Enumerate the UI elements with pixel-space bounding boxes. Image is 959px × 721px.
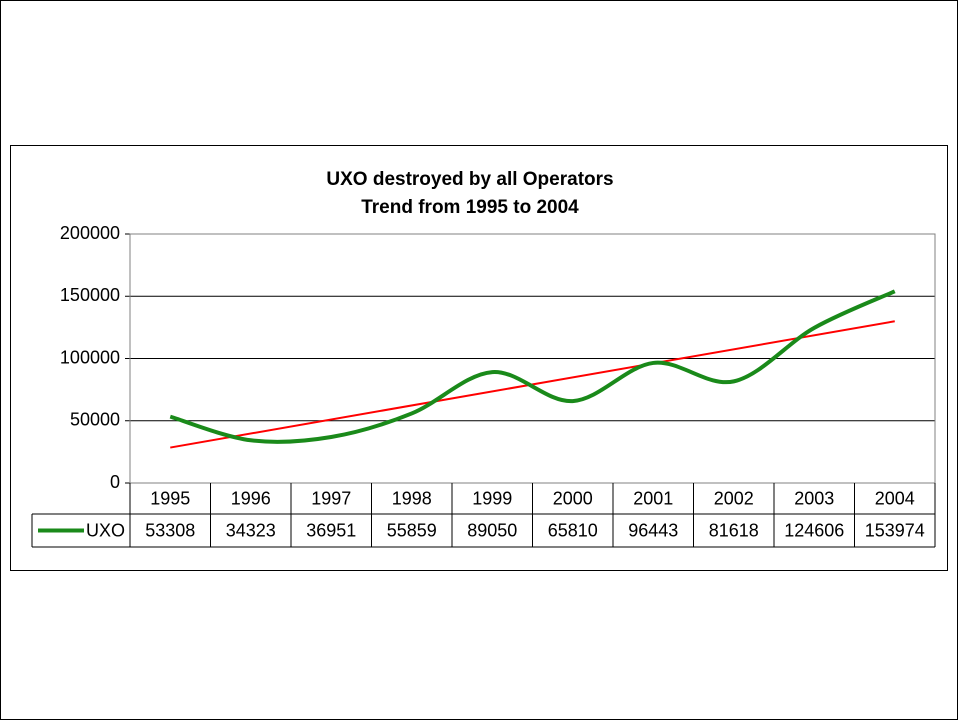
table-value: 65810 [548,520,598,540]
x-tick-label: 2003 [794,488,834,508]
table-value: 153974 [865,520,925,540]
x-tick-label: 2002 [714,488,754,508]
table-value: 36951 [306,520,356,540]
series-line [169,289,896,444]
chart-subtitle: Trend from 1995 to 2004 [361,197,579,218]
table-value: 89050 [467,520,517,540]
table-value: 34323 [226,520,276,540]
x-tick-label: 1997 [311,488,351,508]
x-tick-label: 2000 [553,488,593,508]
x-tick-label: 2004 [875,488,915,508]
y-tick-label: 150000 [60,285,120,305]
table-value: 124606 [784,520,844,540]
table-value: 53308 [145,520,195,540]
x-tick-label: 1995 [150,488,190,508]
y-tick-label: 100000 [60,347,120,367]
legend-label: UXO [86,520,125,540]
table-value: 55859 [387,520,437,540]
x-tick-label: 1998 [392,488,432,508]
y-tick-label: 0 [110,472,120,492]
x-tick-label: 1999 [472,488,512,508]
y-tick-label: 50000 [70,410,120,430]
table-value: 81618 [709,520,759,540]
x-tick-label: 2001 [633,488,673,508]
y-tick-label: 200000 [60,223,120,243]
x-tick-label: 1996 [231,488,271,508]
chart-title: UXO destroyed by all Operators [326,169,613,190]
table-value: 96443 [628,520,678,540]
